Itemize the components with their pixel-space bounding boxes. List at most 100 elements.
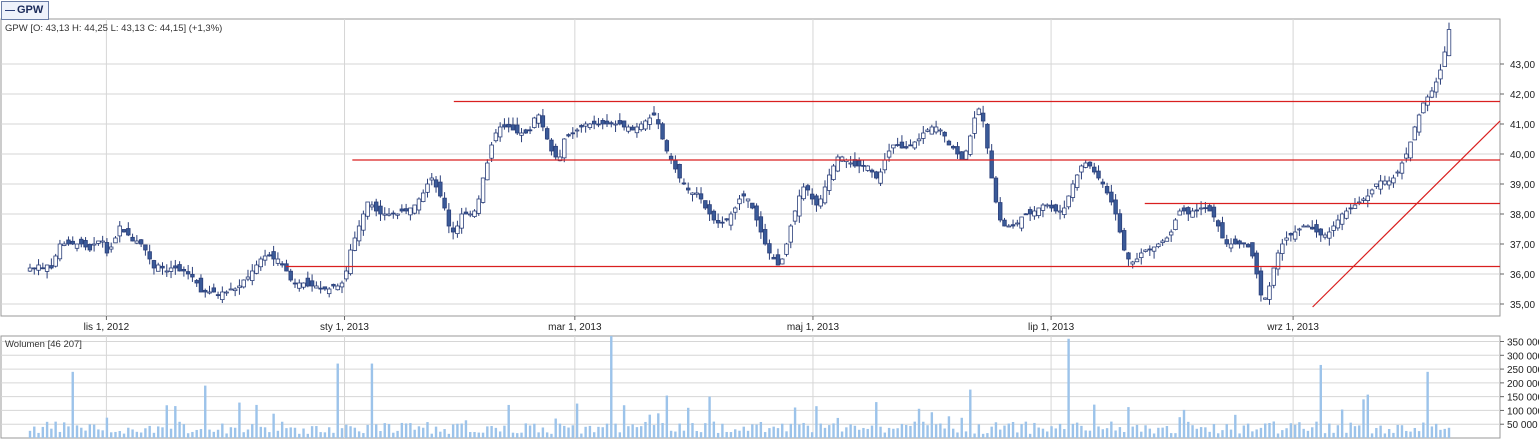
candle <box>869 168 875 178</box>
candle-body-up <box>728 213 734 226</box>
candle-body-down <box>378 205 383 215</box>
grid-lines <box>1 19 1500 438</box>
volume-bar <box>422 427 425 438</box>
candle <box>1220 216 1225 239</box>
candle-body-up <box>395 213 400 216</box>
candle <box>476 195 481 216</box>
candle-body-up <box>1292 231 1298 240</box>
candle-body-down <box>515 124 520 134</box>
candle-body-up <box>168 267 174 272</box>
candle <box>1019 216 1024 232</box>
volume-bar <box>1161 427 1164 438</box>
volume-bar <box>1011 421 1015 438</box>
volume-bar <box>567 427 570 438</box>
candle <box>638 121 644 132</box>
volume-bar <box>558 423 562 438</box>
candle-body-up <box>335 285 340 291</box>
candle <box>1310 220 1315 230</box>
candle-body-down <box>895 144 900 146</box>
candle-body-down <box>502 124 507 128</box>
volume-bar <box>88 424 92 438</box>
candle <box>70 236 75 246</box>
candle-body-down <box>147 251 152 260</box>
volume-bar <box>1366 394 1369 438</box>
candle-body-down <box>1241 242 1247 245</box>
candle-body-up <box>690 192 695 195</box>
volume-bar <box>943 428 946 438</box>
candle-body-up <box>412 204 417 214</box>
volume-bar <box>537 432 540 438</box>
volume-bar <box>1169 433 1173 438</box>
candle-body-down <box>604 120 610 125</box>
volume-bar <box>131 429 134 438</box>
volume-bar <box>434 426 438 438</box>
volume-bar <box>1345 432 1348 438</box>
candle-body-up <box>134 240 140 244</box>
candle-body-up <box>164 270 169 273</box>
candle-body-down <box>185 271 191 275</box>
candle-body-up <box>459 213 464 229</box>
volume-bar <box>802 422 805 438</box>
candle <box>151 259 157 275</box>
volume-bar <box>1293 424 1297 438</box>
candle <box>1301 224 1306 228</box>
candle <box>442 192 447 211</box>
volume-bar <box>806 425 810 438</box>
candle <box>429 173 434 186</box>
candle-body-up <box>416 198 422 211</box>
candle <box>797 189 802 223</box>
candle-body-down <box>544 128 550 140</box>
candle-body-down <box>591 120 597 125</box>
volume-bar <box>41 426 45 438</box>
candle-body-down <box>856 160 862 167</box>
candle-body-up <box>53 255 58 267</box>
volume-bar <box>310 426 314 438</box>
volume-bar <box>276 430 280 438</box>
candle-body-down <box>754 205 759 221</box>
candle-body-up <box>1378 180 1383 190</box>
candle <box>391 210 396 219</box>
volume-bar <box>1400 425 1404 438</box>
candle-body-down <box>660 123 665 140</box>
volume-bar <box>704 423 707 438</box>
candle <box>596 117 601 128</box>
volume-bar <box>1340 409 1344 438</box>
volume-bar <box>315 426 318 438</box>
volume-bar <box>631 424 634 438</box>
volume-bar <box>92 424 96 438</box>
volume-panel <box>0 335 1501 439</box>
volume-bar <box>336 363 339 438</box>
candle-body-up <box>455 225 460 235</box>
volume-bar <box>862 427 865 438</box>
volume-bar <box>1430 426 1434 438</box>
volume-bar <box>964 431 968 438</box>
series-tab-gpw[interactable]: GPW <box>1 1 50 20</box>
volume-bar <box>879 426 882 438</box>
candle-body-up <box>1083 162 1088 168</box>
candle <box>314 281 319 289</box>
candle <box>976 107 982 116</box>
volume-bar <box>1298 422 1301 438</box>
candle-body-up <box>1399 162 1405 174</box>
volume-bar <box>366 424 369 438</box>
volume-bar <box>503 425 506 438</box>
volume-bar <box>1405 430 1408 438</box>
candle <box>1130 260 1135 269</box>
volume-bar <box>1281 430 1284 438</box>
candle-body-up <box>228 288 234 291</box>
volume-bar <box>1148 428 1152 438</box>
candle-body-up <box>745 198 751 202</box>
candle-body-up <box>74 243 80 249</box>
candle-body-up <box>1079 165 1084 173</box>
candle <box>1408 141 1413 162</box>
candle <box>134 235 140 245</box>
volume-bar <box>238 402 241 438</box>
candle-body-up <box>1305 225 1311 228</box>
volume-bar <box>759 421 763 438</box>
volume-bar <box>426 422 429 438</box>
candle-body-up <box>1074 174 1080 188</box>
volume-bar <box>1024 421 1028 438</box>
candle-body-up <box>835 156 841 172</box>
candles <box>27 22 1452 305</box>
volume-bar <box>1152 433 1156 438</box>
